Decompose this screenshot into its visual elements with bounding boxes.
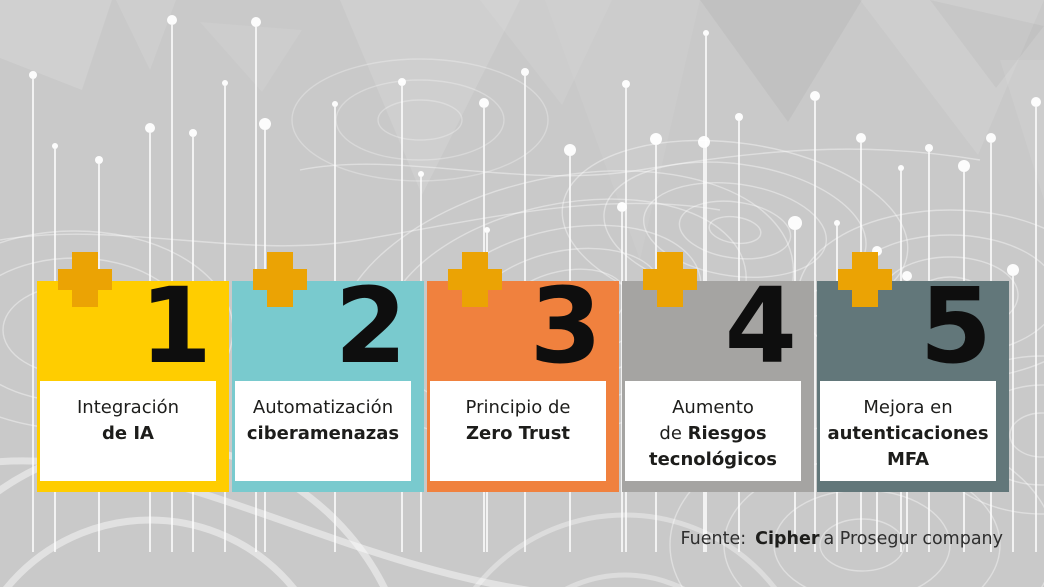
plus-icon <box>448 252 502 307</box>
card-number: 3 <box>529 265 602 387</box>
card-label-panel: Principio de Zero Trust <box>430 381 606 481</box>
card-label-text: MFA <box>886 449 930 470</box>
card-label-text: Automatización <box>252 397 394 418</box>
card-label-panel: Mejora en autenticaciones MFA <box>820 381 996 481</box>
card-label-line: de IA <box>40 421 216 447</box>
card-label-text: Principio de <box>465 397 571 418</box>
plus-icon <box>253 252 307 307</box>
plus-icon <box>58 252 112 307</box>
plus-icon-horizontal-bar <box>58 269 112 290</box>
card-3: 3 Principio de Zero Trust <box>427 252 619 492</box>
card-label-text: de <box>659 423 688 444</box>
plus-icon-horizontal-bar <box>838 269 892 290</box>
plus-icon-horizontal-bar <box>448 269 502 290</box>
source-suffix: a Prosegur company <box>823 529 1003 549</box>
card-5: 5 Mejora en autenticaciones MFA <box>817 252 1009 492</box>
card-label-line: Zero Trust <box>430 421 606 447</box>
card-label-line: Principio de <box>430 395 606 421</box>
card-label-line: Integración <box>40 395 216 421</box>
card-label-line: ciberamenazas <box>235 421 411 447</box>
card-label-text: Zero Trust <box>465 423 571 444</box>
card-label-text: tecnológicos <box>648 449 777 470</box>
triangle-shards <box>0 0 1044 260</box>
card-label-panel: Integración de IA <box>40 381 216 481</box>
source-brand: Cipher <box>755 529 820 549</box>
card-label-text: Mejora en <box>863 397 953 418</box>
card-label-panel: Aumento de Riesgos tecnológicos <box>625 381 801 481</box>
source-attribution: Fuente: Cipher a Prosegur company <box>681 529 1003 549</box>
card-label-text: de IA <box>102 423 154 444</box>
card-label-text: ciberamenazas <box>246 423 400 444</box>
plus-icon <box>838 252 892 307</box>
card-number: 2 <box>334 265 407 387</box>
card-label-line: de Riesgos <box>625 421 801 447</box>
plus-icon-horizontal-bar <box>253 269 307 290</box>
plus-icon-horizontal-bar <box>643 269 697 290</box>
card-number: 4 <box>724 265 797 387</box>
card-4: 4 Aumento de Riesgos tecnológicos <box>622 252 814 492</box>
card-label-text: autenticaciones <box>827 423 989 444</box>
card-label-panel: Automatización ciberamenazas <box>235 381 411 481</box>
card-label-line: MFA <box>820 447 996 473</box>
plus-icon <box>643 252 697 307</box>
card-label-text: Riesgos <box>687 423 767 444</box>
card-2: 2 Automatización ciberamenazas <box>232 252 424 492</box>
card-label-line: Aumento <box>625 395 801 421</box>
card-1: 1 Integración de IA <box>37 252 229 492</box>
card-label-text: Integración <box>76 397 180 418</box>
card-label-line: autenticaciones <box>820 421 996 447</box>
card-label-line: Mejora en <box>820 395 996 421</box>
card-label-line: tecnológicos <box>625 447 801 473</box>
card-label-line: Automatización <box>235 395 411 421</box>
source-label: Fuente: <box>680 529 747 549</box>
card-number: 5 <box>919 265 992 387</box>
card-label-text: Aumento <box>672 397 754 418</box>
card-number: 1 <box>139 265 212 387</box>
